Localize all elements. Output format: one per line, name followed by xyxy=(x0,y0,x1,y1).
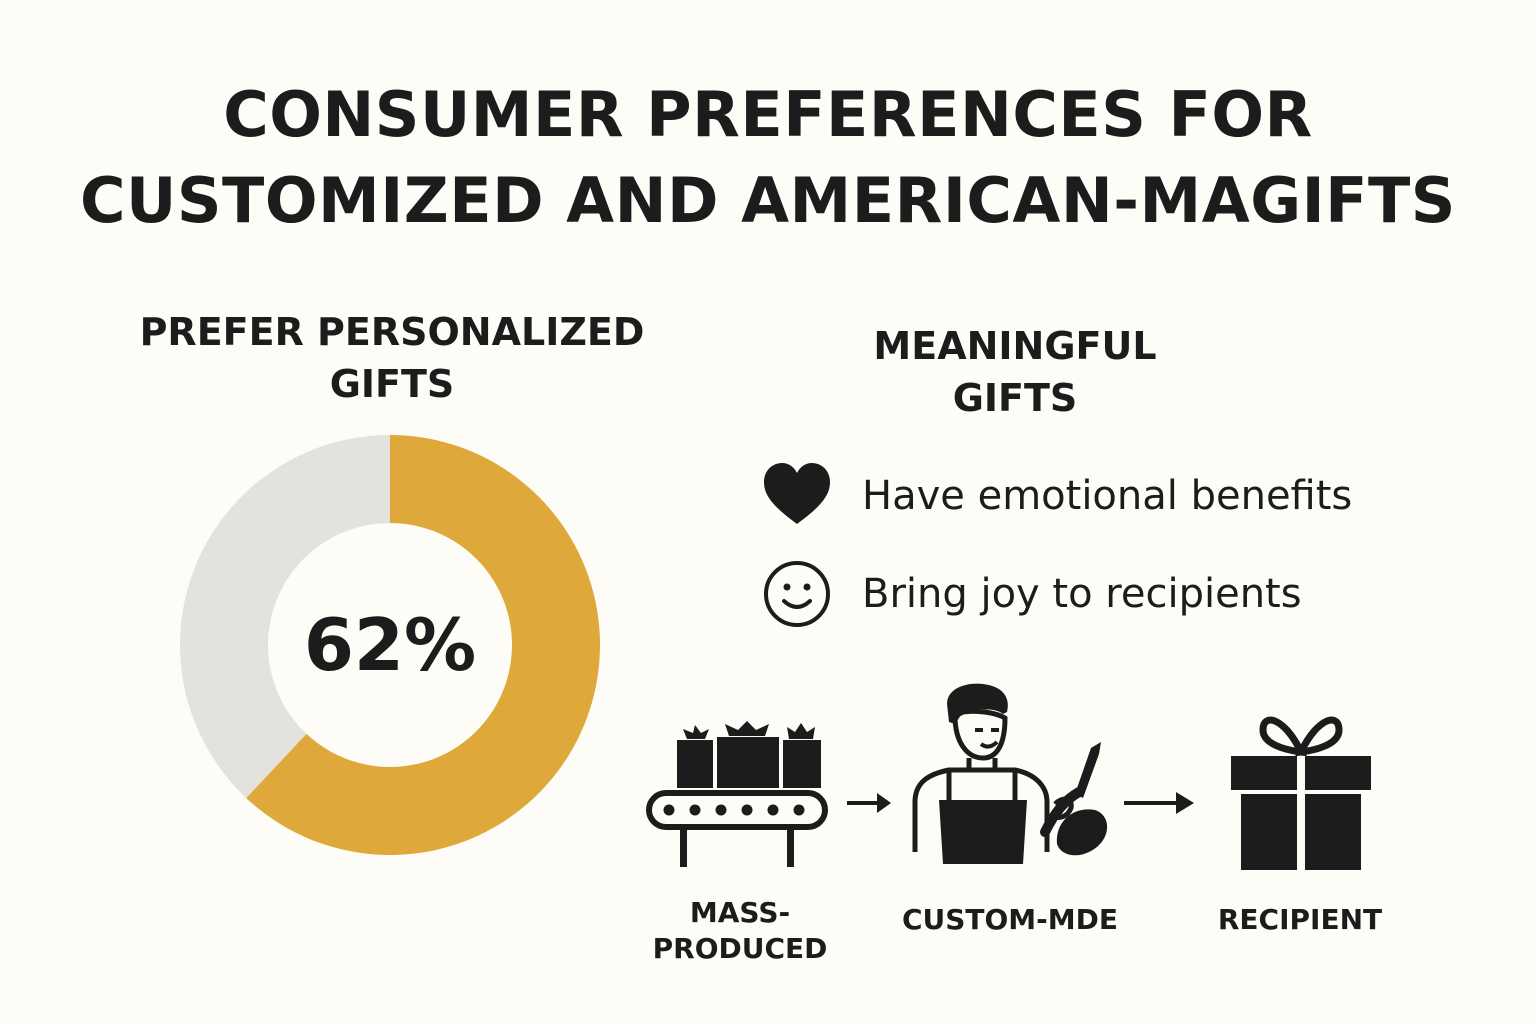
gift-box-icon xyxy=(1225,708,1377,873)
meaningful-heading-line-2: GIFTS xyxy=(952,376,1078,420)
donut-svg xyxy=(180,435,600,855)
benefit-item-emotional: Have emotional benefits xyxy=(760,460,1352,532)
heart-icon xyxy=(760,460,834,532)
personalized-heading-line-1: PREFER PERSONALIZED xyxy=(139,310,645,354)
donut-value-label: 62% xyxy=(303,603,477,687)
benefit-text: Bring joy to recipients xyxy=(862,571,1302,617)
flow-step-label-mass-produced: MASS- PRODUCED xyxy=(640,895,840,967)
flow-step-label-line-1: CUSTOM-MDE xyxy=(901,903,1119,936)
personalized-heading-line-2: GIFTS xyxy=(329,362,455,406)
benefit-item-joy: Bring joy to recipients xyxy=(760,558,1302,630)
title-line-2: CUSTOMIZED AND AMERICAN-MAGIFTS xyxy=(80,164,1456,237)
flow-step-label-line-1: RECIPIENT xyxy=(1217,903,1383,936)
conveyor-belt-icon xyxy=(643,715,828,870)
arrow-right-icon xyxy=(843,788,895,818)
personalized-heading: PREFER PERSONALIZED GIFTS xyxy=(92,306,692,410)
craftsman-icon xyxy=(905,682,1120,872)
donut-share-segment xyxy=(246,435,600,855)
arrow-right-icon xyxy=(1120,788,1198,818)
flow-step-label-recipient: RECIPIENT xyxy=(1200,902,1400,938)
meaningful-heading-line-1: MEANINGFUL xyxy=(873,324,1157,368)
flow-step-label-line-1: MASS- xyxy=(689,896,791,929)
meaningful-heading: MEANINGFUL GIFTS xyxy=(820,320,1210,424)
benefit-text: Have emotional benefits xyxy=(862,473,1353,519)
title-line-1: CONSUMER PREFERENCES FOR xyxy=(223,78,1313,151)
donut-chart: 62% xyxy=(180,435,600,855)
page-title: CONSUMER PREFERENCES FOR CUSTOMIZED AND … xyxy=(0,72,1536,244)
flow-step-label-custom-made: CUSTOM-MDE xyxy=(895,902,1125,938)
donut-remainder-segment xyxy=(180,435,390,799)
smiley-icon xyxy=(760,558,834,630)
flow-step-label-line-2: PRODUCED xyxy=(652,932,828,965)
